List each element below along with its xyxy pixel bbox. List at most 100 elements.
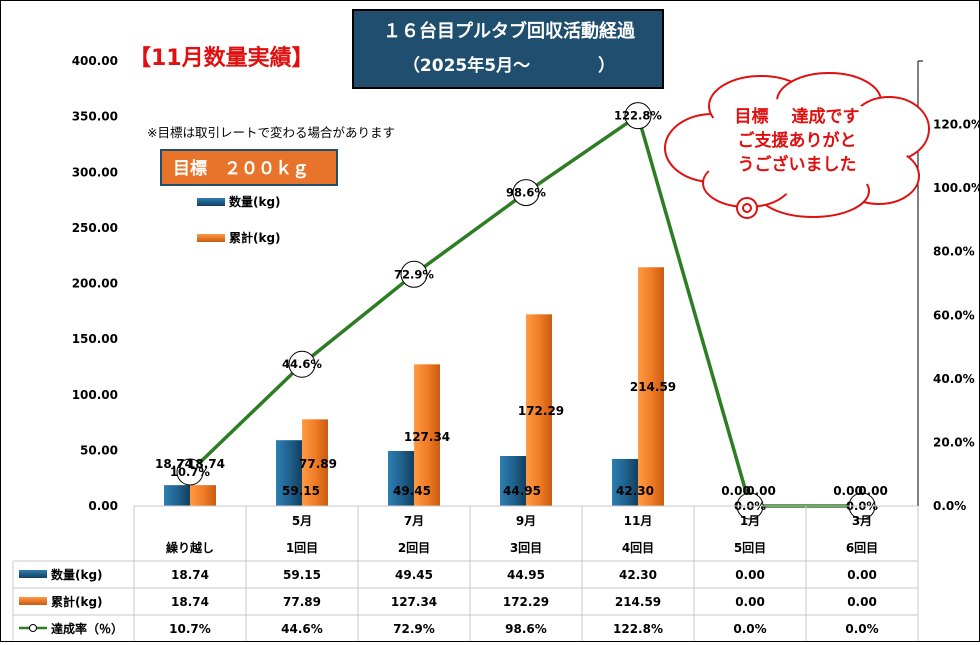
table-cell: 18.74 [171, 595, 209, 609]
y-left-tick-label: 300.00 [72, 165, 118, 179]
bar-cum [638, 267, 664, 506]
target-box: 目標 ２００ｋｇ [160, 149, 338, 186]
y-right-tick-label: 0.0% [933, 499, 966, 513]
category-month-label: 5月 [292, 514, 312, 528]
table-cell: 49.45 [395, 568, 433, 582]
y-right-tick-label: 80.0% [933, 245, 975, 259]
category-round-label: 6回目 [846, 541, 878, 555]
rate-marker [400, 260, 428, 288]
y-right-tick-label: 20.0% [933, 435, 975, 449]
bar-cum [190, 485, 216, 506]
title-box: １６台目プルタブ回収活動経過 （2025年5月～ ） [352, 9, 664, 89]
y-right-tick-label: 120.0% [933, 118, 979, 132]
cum-data-label: 0.00 [858, 484, 888, 498]
table-key-qty [19, 570, 47, 578]
table-cell: 214.59 [615, 595, 661, 609]
rate-data-label: 72.9% [394, 267, 434, 281]
y-left-tick-label: 0.00 [88, 499, 118, 513]
table-cell: 0.00 [847, 568, 877, 582]
legend-label-cum: 累計(kg) [229, 230, 281, 245]
cum-data-label: 214.59 [630, 380, 676, 394]
bar-qty [388, 450, 414, 506]
y-right-tick-label: 40.0% [933, 372, 975, 386]
table-cell: 0.0% [845, 622, 878, 636]
category-month-label: 9月 [516, 514, 536, 528]
target-note: ※目標は取引レートで変わる場合があります [147, 125, 395, 140]
qty-data-label: 0.00 [721, 484, 751, 498]
y-right-tick-label: 100.0% [933, 181, 979, 195]
bar-cum [414, 364, 440, 506]
table-cell: 0.00 [847, 595, 877, 609]
y-left-tick-label: 100.00 [72, 388, 118, 402]
rate-data-label: 44.6% [282, 357, 322, 371]
category-round-label: 繰り越し [166, 540, 214, 555]
callout-cloud: 目標 達成です ご支援ありがと うございました [664, 72, 930, 219]
rate-marker [624, 102, 652, 130]
table-cell: 0.00 [735, 595, 765, 609]
y-right-tick-label: 60.0% [933, 308, 975, 322]
category-round-label: 4回目 [622, 541, 654, 555]
qty-data-label: 59.15 [282, 484, 320, 498]
table-row-name: 累計(kg) [51, 594, 103, 609]
table-cell: 59.15 [283, 568, 321, 582]
category-month-label: 3月 [852, 514, 872, 528]
category-month-label: 1月 [740, 514, 760, 528]
rate-data-label: 10.7% [170, 465, 210, 479]
table-row-name: 達成率（％） [51, 621, 123, 636]
table-cell: 77.89 [283, 595, 321, 609]
category-month-label: 7月 [404, 514, 424, 528]
month-label: 【11月数量実績】 [129, 45, 314, 71]
category-month-label: 11月 [624, 514, 653, 528]
cum-data-label: 18.74 [187, 457, 225, 471]
category-round-label: 2回目 [398, 541, 430, 555]
qty-data-label: 18.74 [155, 457, 193, 471]
callout-line-3: うございました [738, 154, 857, 175]
cum-data-label: 77.89 [299, 457, 337, 471]
y-left-tick-label: 150.00 [72, 332, 118, 346]
bar-qty [500, 455, 526, 506]
qty-data-label: 44.95 [503, 484, 541, 498]
table-row-name: 数量(kg) [51, 567, 103, 582]
chart-title: １６台目プルタブ回収活動経過 [383, 20, 636, 42]
callout-line-2: ご支援ありがと [738, 130, 857, 151]
table-cell: 10.7% [169, 622, 211, 636]
rate-marker [512, 179, 540, 207]
callout-line-1: 目標 達成です [735, 106, 860, 127]
cum-data-label: 127.34 [404, 430, 450, 444]
table-cell: 18.74 [171, 568, 209, 582]
bar-qty [276, 440, 302, 506]
y-left-tick-label: 250.00 [72, 221, 118, 235]
y-left-tick-label: 400.00 [72, 54, 118, 68]
table-cell: 44.6% [281, 622, 323, 636]
cum-data-label: 0.00 [746, 484, 776, 498]
target-label: 目標 ２００ｋｇ [173, 158, 309, 179]
bar-qty [612, 458, 638, 506]
table-cell: 122.8% [613, 622, 663, 636]
legend-swatch-cum [197, 234, 225, 242]
cum-data-label: 172.29 [518, 404, 564, 418]
y-left-tick-label: 200.00 [72, 277, 118, 291]
rate-marker [176, 458, 204, 486]
table-cell: 172.29 [503, 595, 549, 609]
table-cell: 72.9% [393, 622, 435, 636]
table-cell: 0.0% [733, 622, 766, 636]
chart-subtitle: （2025年5月～ ） [403, 55, 615, 76]
table-key-rate-marker [29, 624, 37, 632]
category-round-label: 1回目 [286, 541, 318, 555]
rate-marker [288, 350, 316, 378]
table-cell: 98.6% [505, 622, 547, 636]
rate-data-label: 98.6% [506, 186, 546, 200]
table-cell: 127.34 [391, 595, 437, 609]
category-round-label: 3回目 [510, 541, 542, 555]
bar-cum [302, 419, 328, 506]
legend: 数量(kg) 累計(kg) [197, 194, 281, 245]
y-left-tick-label: 350.00 [72, 110, 118, 124]
legend-label-qty: 数量(kg) [229, 194, 281, 209]
table-cell: 44.95 [507, 568, 545, 582]
qty-data-label: 42.30 [616, 484, 654, 498]
table-key-cum [19, 597, 47, 605]
table-cell: 42.30 [619, 568, 657, 582]
bar-cum [526, 314, 552, 506]
